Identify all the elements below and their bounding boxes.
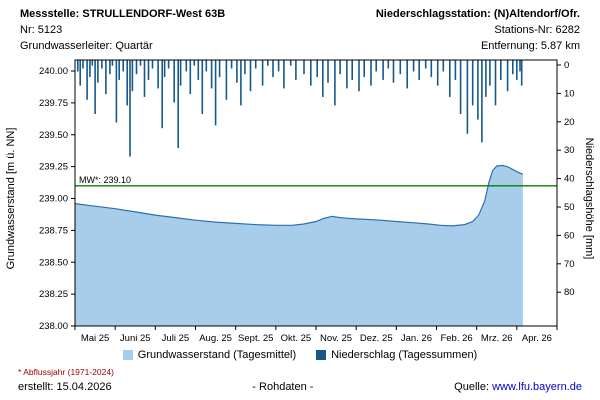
groundwater-chart: MW*: 239.10 238.00 238.25 238.50 238.75 239.0… (5, 59, 595, 344)
svg-text:239.25: 239.25 (39, 162, 68, 173)
svg-text:Dez. 25: Dez. 25 (360, 333, 393, 344)
svg-text:0: 0 (564, 60, 569, 71)
chart-area: MW*: 239.10 238.00 238.25 238.50 238.75 239.0… (0, 55, 600, 347)
raw-data-note: - Rohdaten - (252, 381, 314, 393)
svg-text:Jan. 26: Jan. 26 (401, 333, 432, 344)
svg-text:20: 20 (564, 117, 575, 128)
svg-text:238.75: 238.75 (39, 225, 68, 236)
legend: Grundwasserstand (Tagesmittel) Niedersch… (0, 349, 600, 361)
svg-text:Aug. 25: Aug. 25 (199, 333, 232, 344)
svg-text:Juni 25: Juni 25 (120, 333, 151, 344)
right-axis-title: Niederschlagshöhe [mm] (583, 138, 595, 260)
source: Quelle: www.lfu.bayern.de (454, 381, 582, 393)
station-distance: Entfernung: 5.87 km (480, 40, 580, 52)
svg-text:10: 10 (564, 88, 575, 99)
report-header: Messstelle: STRULLENDORF-West 63B Nr: 51… (20, 6, 580, 54)
svg-text:Mrz. 26: Mrz. 26 (481, 333, 513, 344)
footnote-abflussjahr: * Abflussjahr (1971-2024) (18, 367, 114, 377)
created-date: erstellt: 15.04.2026 (18, 381, 112, 393)
svg-text:30: 30 (564, 145, 575, 156)
svg-text:238.25: 238.25 (39, 289, 68, 300)
precipitation-swatch (316, 350, 327, 360)
svg-text:Okt. 25: Okt. 25 (281, 333, 312, 344)
groundwater-area (75, 165, 523, 326)
legend-label-precipitation: Niederschlag (Tagessummen) (331, 349, 478, 361)
svg-text:Apr. 26: Apr. 26 (522, 333, 552, 344)
svg-text:60: 60 (564, 230, 575, 241)
source-label: Quelle: (454, 381, 490, 393)
station-name: Messstelle: STRULLENDORF-West 63B (20, 8, 226, 20)
x-axis-ticks: Mai 25 Juni 25 Juli 25 Aug. 25 Sept. 25 Okt. … (74, 326, 558, 344)
precipitation-bars (77, 60, 523, 157)
svg-text:239.50: 239.50 (39, 130, 68, 141)
precip-station-name: Niederschlagsstation: (N)Altendorf/Ofr. (375, 8, 580, 20)
svg-text:50: 50 (564, 202, 575, 213)
legend-item-precipitation: Niederschlag (Tagessummen) (316, 349, 477, 361)
svg-text:70: 70 (564, 259, 575, 270)
svg-text:80: 80 (564, 287, 575, 298)
station-number: Nr: 5123 (20, 24, 63, 36)
svg-text:Juli 25: Juli 25 (162, 333, 189, 344)
legend-item-groundwater: Grundwasserstand (Tagesmittel) (122, 349, 297, 361)
left-axis-title: Grundwasserstand [m ü. NN] (5, 128, 17, 270)
svg-text:240.00: 240.00 (39, 66, 68, 77)
left-axis-ticks: 238.00 238.25 238.50 238.75 239.00 239.25 239.… (39, 66, 75, 332)
groundwater-swatch (122, 350, 133, 360)
svg-text:Feb. 26: Feb. 26 (440, 333, 472, 344)
svg-text:40: 40 (564, 174, 575, 185)
header-right: Niederschlagsstation: (N)Altendorf/Ofr. … (376, 6, 580, 54)
svg-text:Nov. 25: Nov. 25 (320, 333, 352, 344)
svg-text:238.50: 238.50 (39, 257, 68, 268)
svg-text:Mai 25: Mai 25 (81, 333, 110, 344)
svg-text:Sept. 25: Sept. 25 (238, 333, 273, 344)
legend-label-groundwater: Grundwasserstand (Tagesmittel) (137, 349, 297, 361)
footer-row: erstellt: 15.04.2026 - Rohdaten - Quelle… (18, 381, 582, 393)
header-left: Messstelle: STRULLENDORF-West 63B Nr: 51… (20, 6, 225, 54)
right-axis-ticks: 0 10 20 30 40 50 60 70 80 (557, 60, 575, 298)
aquifer-type: Grundwasserleiter: Quartär (20, 40, 153, 52)
groundwater-line (74, 164, 524, 227)
mean-water-label: MW*: 239.10 (79, 175, 131, 185)
svg-text:239.00: 239.00 (39, 194, 68, 205)
precip-station-number: Stations-Nr: 6282 (494, 24, 580, 36)
svg-text:238.00: 238.00 (39, 321, 68, 332)
svg-text:239.75: 239.75 (39, 98, 68, 109)
source-link[interactable]: www.lfu.bayern.de (492, 381, 582, 393)
